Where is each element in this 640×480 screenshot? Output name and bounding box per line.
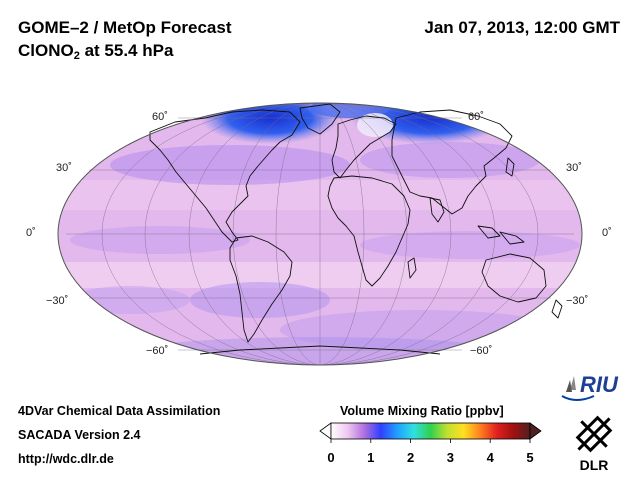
lat-label-right-0: 0˚ — [602, 227, 612, 239]
lat-label-right-m30: −30˚ — [566, 295, 589, 307]
colorbar-tick-label: 4 — [486, 450, 494, 465]
colorbar-tick-label: 5 — [526, 450, 534, 465]
lat-label-right-m60: −60˚ — [470, 345, 493, 357]
lat-label-right-30: 30˚ — [566, 162, 582, 174]
species-label: ClONO2 at 55.4 hPa — [18, 41, 173, 66]
species-level: at 55.4 hPa — [79, 41, 174, 60]
lat-label-left-m60: −60˚ — [146, 345, 169, 357]
lat-label-right-60: 60˚ — [468, 111, 484, 123]
colorbar-tick-label: 3 — [446, 450, 454, 465]
footer-line-version: SACADA Version 2.4 — [18, 428, 141, 442]
riu-logo: RIU — [561, 372, 619, 401]
lat-label-left-60: 60˚ — [152, 111, 168, 123]
colorbar-title: Volume Mixing Ratio [ppbv] — [340, 404, 504, 418]
dlr-logo-text: DLR — [580, 457, 609, 473]
map-title: GOME–2 / MetOp Forecast — [18, 18, 232, 37]
colorbar-tick-label: 2 — [406, 450, 415, 465]
colorbar-tick-label: 0 — [327, 450, 335, 465]
colorbar-tick-label: 1 — [367, 450, 375, 465]
lat-label-left-30: 30˚ — [56, 162, 72, 174]
coastlines — [149, 103, 563, 355]
footer-line-assimilation: 4DVar Chemical Data Assimilation — [18, 404, 221, 418]
lat-label-left-m30: −30˚ — [46, 295, 69, 307]
footer-line-url: http://wdc.dlr.de — [18, 452, 114, 466]
forecast-date: Jan 07, 2013, 12:00 GMT — [424, 18, 620, 37]
species-subscript: 2 — [73, 50, 80, 62]
riu-logo-text: RIU — [580, 372, 619, 397]
dlr-logo: DLR — [575, 415, 613, 473]
lat-label-left-0: 0˚ — [26, 227, 36, 239]
species-main: ClONO — [18, 41, 74, 60]
map-outline — [57, 102, 583, 366]
